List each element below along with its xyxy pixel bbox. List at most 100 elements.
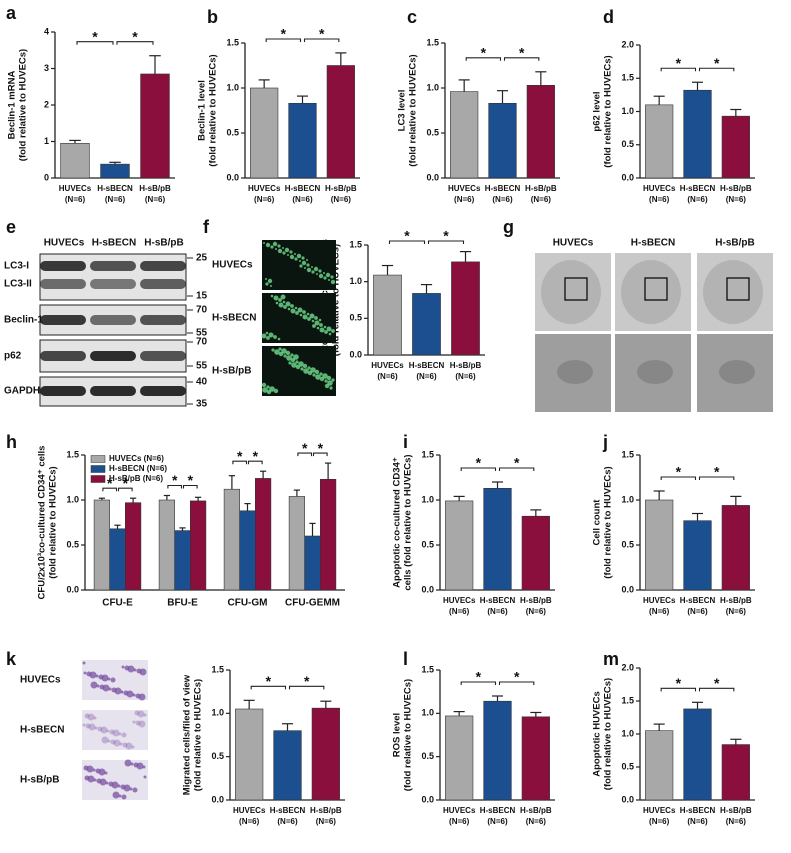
significance-bracket: [250, 685, 287, 690]
marker-label: 70: [196, 337, 208, 348]
x-tick-label: H-sBECN: [97, 184, 133, 193]
legend-label: H-sBECN (N=6): [109, 464, 167, 473]
n-label: (N=6): [687, 607, 708, 616]
vacuole-dot: [270, 294, 274, 298]
bar: [304, 535, 321, 591]
vacuole-dot: [299, 313, 303, 317]
migrated-cell: [83, 671, 87, 675]
error-bar: [491, 481, 504, 489]
y-axis-label: Apoptotic HUVECs: [592, 691, 603, 777]
migrated-cell: [121, 732, 127, 738]
vacuole-dot: [307, 317, 311, 321]
panel-letter: j: [602, 432, 608, 452]
bar: [190, 500, 207, 591]
n-label: (N=6): [687, 195, 708, 204]
x-tick-label: HUVECs: [643, 184, 676, 193]
image-label: H-sB/pB: [715, 238, 754, 249]
bar: [109, 528, 126, 591]
organelle: [719, 360, 755, 384]
vacuole-dot: [326, 326, 332, 332]
y-tick-label: 2.0: [621, 39, 634, 49]
significance-star: *: [281, 26, 287, 42]
migrated-cell: [85, 723, 91, 729]
x-tick-label: H-sB/pB: [310, 806, 342, 815]
y-tick-label: 1.5: [621, 695, 634, 705]
y-axis-label: (fold relative to HUVECs): [48, 466, 59, 578]
error-bar: [458, 79, 470, 92]
error-bar: [691, 512, 704, 521]
vacuole-dot: [271, 348, 275, 352]
vacuole-dot: [302, 314, 308, 320]
vacuole-dot: [262, 387, 268, 393]
vacuole-dot: [319, 372, 323, 376]
legend-swatch: [90, 465, 106, 473]
significance-bracket: [498, 467, 535, 471]
significance-bracket: [698, 476, 735, 480]
vacuole-dot: [277, 244, 281, 248]
error-bar: [296, 95, 309, 104]
blot-row-label: LC3-I: [4, 261, 29, 272]
bar: [721, 115, 750, 179]
bar: [683, 708, 712, 801]
migrated-cell: [84, 713, 90, 719]
significance-star: *: [92, 28, 98, 44]
cell-outline: [703, 260, 763, 324]
blot-band: [40, 315, 86, 325]
significance-bracket: [388, 240, 426, 244]
y-tick-label: 0.0: [226, 172, 239, 182]
migrated-cell: [113, 739, 121, 747]
bar: [451, 261, 480, 356]
n-label: (N=6): [377, 372, 398, 381]
x-tick-label: H-sB/pB: [139, 184, 171, 193]
legend-label: H-sB/pB (N=6): [109, 474, 163, 483]
image-label: H-sB/pB: [212, 366, 251, 377]
n-label: (N=6): [487, 817, 508, 826]
vacuole-dot: [286, 355, 292, 361]
migrated-cell: [110, 677, 116, 683]
y-tick-label: 0: [44, 172, 49, 182]
significance-star: *: [481, 45, 487, 61]
marker-label: 25: [196, 253, 208, 264]
n-label: (N=6): [649, 195, 670, 204]
organelle: [637, 360, 673, 384]
migrated-cell: [86, 671, 92, 677]
y-tick-label: 1.0: [211, 708, 224, 718]
blot-band: [90, 386, 136, 396]
error-bar: [653, 723, 665, 731]
vacuole-dot: [326, 375, 332, 381]
vacuole-dot: [293, 354, 299, 360]
n-label: (N=6): [726, 607, 747, 616]
vacuole-dot: [278, 298, 282, 302]
bar: [288, 496, 306, 591]
vacuole-dot: [290, 353, 294, 357]
y-axis-label: CFU/2x10³co-cultured CD34⁺ cells: [37, 446, 48, 600]
migrated-cell: [135, 693, 141, 699]
vacuole-dot: [265, 331, 269, 335]
n-label: (N=6): [726, 195, 747, 204]
significance-bracket: [265, 38, 302, 42]
error-bar: [324, 462, 332, 480]
n-label: (N=6): [239, 817, 260, 826]
y-axis-label: Apoptotic co-cultured CD34⁺: [392, 457, 403, 588]
y-tick-label: 1.5: [426, 37, 439, 47]
vacuole-dot: [285, 301, 291, 307]
vacuole-dot: [288, 361, 292, 365]
significance-bracket: [288, 685, 325, 690]
vacuole-dot: [270, 285, 272, 287]
migrated-cell: [123, 690, 129, 696]
significance-bracket: [102, 487, 118, 492]
vacuole-dot: [287, 307, 291, 311]
vacuole-dot: [290, 304, 294, 308]
bar: [445, 500, 474, 591]
migrated-cell: [87, 713, 95, 721]
vacuole-dot: [306, 312, 310, 316]
vacuole-dot: [330, 279, 336, 285]
significance-star: *: [237, 448, 243, 464]
vacuole-dot: [289, 254, 295, 260]
y-axis-label: Cell count: [592, 499, 603, 546]
bar: [683, 89, 712, 179]
migrated-cell: [121, 665, 125, 669]
n-label: (N=6): [65, 195, 86, 204]
n-label: (N=6): [649, 817, 670, 826]
error-bar: [496, 90, 509, 104]
